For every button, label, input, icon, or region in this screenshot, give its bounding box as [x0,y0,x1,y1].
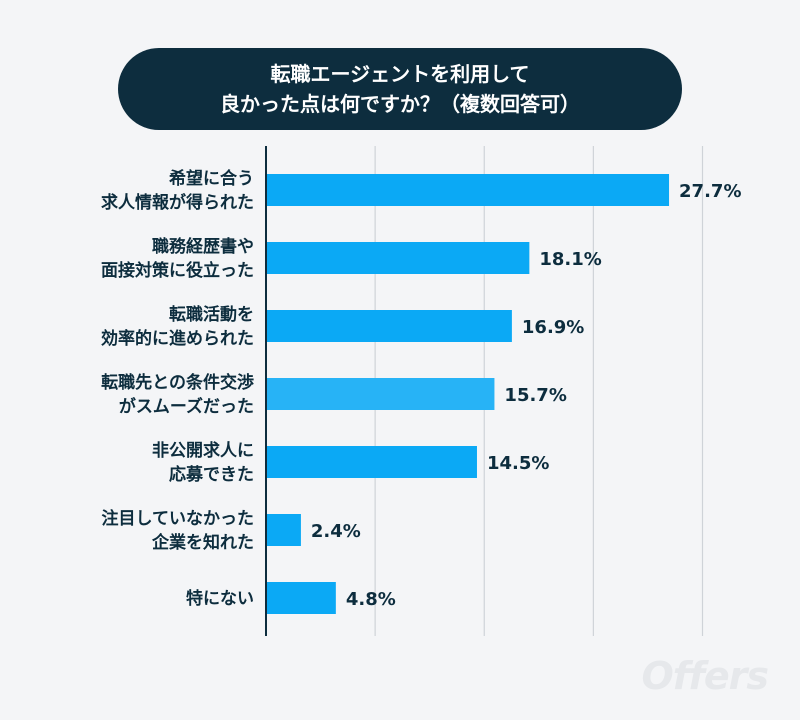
value-label: 18.1% [539,249,601,270]
category-label: 効率的に進められた [101,328,254,349]
bar [266,242,530,274]
offers-logo: Offers [641,654,769,698]
category-label: 特にない [186,588,254,609]
value-label: 2.4% [311,521,361,542]
chart-title-line-1: 転職エージェントを利用して [270,62,530,86]
bar [266,310,512,342]
category-label: 職務経歴書や [152,236,254,257]
value-label: 16.9% [522,317,584,338]
category-label: がスムーズだった [119,396,254,417]
category-label: 注目していなかった [102,508,255,529]
bar [266,514,301,546]
bar [266,446,477,478]
bar [266,174,670,206]
category-label: 求人情報が得られた [101,192,254,213]
bar [266,378,495,410]
category-label: 希望に合う [169,168,254,189]
category-label: 非公開求人に [152,440,254,461]
value-label: 14.5% [487,453,549,474]
category-label: 転職先との条件交渉 [101,372,254,393]
category-label: 企業を知れた [151,532,254,553]
category-label: 転職活動を [169,304,254,325]
category-label: 面接対策に役立った [101,260,254,281]
chart-title: 転職エージェントを利用して 良かった点は何ですか？（複数回答可） [118,48,682,130]
value-label: 15.7% [504,385,566,406]
value-label: 27.7% [679,181,741,202]
bar [266,582,336,614]
category-label: 応募できた [169,464,254,485]
value-label: 4.8% [346,589,396,610]
chart-title-line-2: 良かった点は何ですか？（複数回答可） [220,92,580,116]
